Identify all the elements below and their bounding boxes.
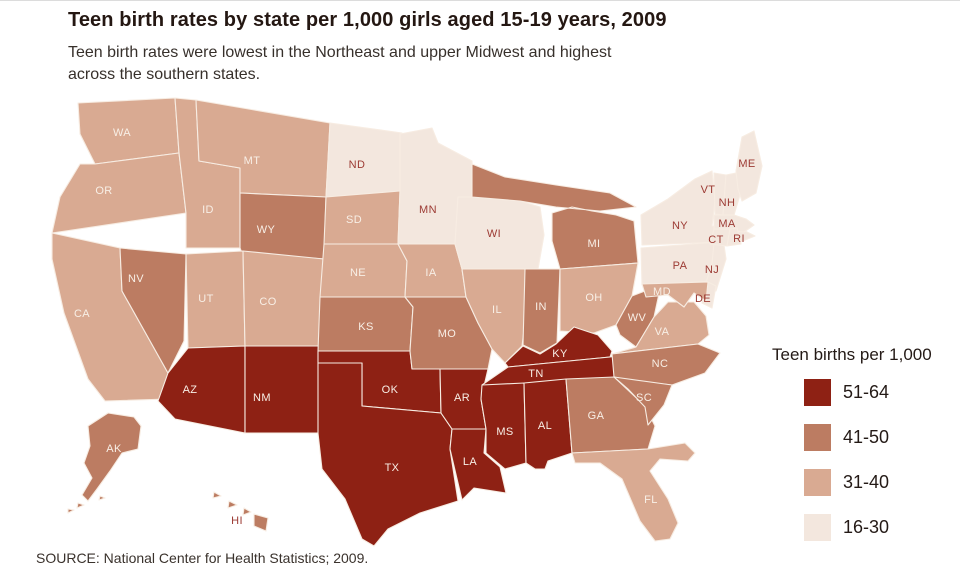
legend-swatch-31-40 bbox=[804, 469, 831, 496]
state-label-KS: KS bbox=[358, 321, 373, 333]
state-label-NV: NV bbox=[128, 273, 144, 285]
state-HI bbox=[212, 491, 269, 532]
state-label-MN: MN bbox=[419, 204, 437, 216]
state-TX bbox=[317, 362, 459, 547]
state-MD bbox=[641, 281, 709, 308]
state-UT bbox=[185, 250, 246, 349]
state-ME bbox=[735, 130, 763, 202]
legend-swatch-16-30 bbox=[804, 514, 831, 541]
state-NV bbox=[119, 247, 187, 374]
state-IN bbox=[522, 268, 561, 354]
state-label-WI: WI bbox=[487, 228, 501, 240]
state-label-AK: AK bbox=[106, 443, 122, 455]
state-label-MA: MA bbox=[718, 218, 736, 230]
header: Teen birth rates by state per 1,000 girl… bbox=[68, 9, 788, 85]
legend-swatch-51-64 bbox=[804, 379, 831, 406]
state-label-MO: MO bbox=[438, 328, 457, 340]
state-OR bbox=[51, 152, 187, 234]
state-label-NE: NE bbox=[350, 267, 366, 279]
state-label-AR: AR bbox=[454, 392, 470, 404]
state-label-ID: ID bbox=[202, 204, 214, 216]
legend-label-51-64: 51-64 bbox=[843, 382, 890, 402]
state-label-SD: SD bbox=[346, 214, 362, 226]
state-label-MI: MI bbox=[587, 238, 600, 250]
state-label-AZ: AZ bbox=[183, 384, 198, 396]
state-label-NM: NM bbox=[253, 392, 271, 404]
state-LA bbox=[449, 428, 507, 501]
chart-subtitle: Teen birth rates were lowest in the Nort… bbox=[68, 44, 612, 83]
state-label-UT: UT bbox=[198, 293, 213, 305]
state-label-VT: VT bbox=[701, 184, 716, 196]
state-label-NY: NY bbox=[672, 220, 688, 232]
state-label-MS: MS bbox=[496, 426, 513, 438]
state-label-OK: OK bbox=[382, 384, 399, 396]
state-WY bbox=[239, 192, 327, 260]
state-label-CA: CA bbox=[74, 308, 90, 320]
state-label-RI: RI bbox=[733, 233, 745, 245]
state-label-IL: IL bbox=[492, 304, 502, 316]
state-WV bbox=[615, 288, 661, 348]
state-VA bbox=[611, 301, 710, 355]
source-note: SOURCE: National Center for Health Stati… bbox=[36, 550, 369, 566]
state-label-WY: WY bbox=[257, 224, 276, 236]
state-label-SC: SC bbox=[636, 392, 652, 404]
state-label-OH: OH bbox=[585, 292, 602, 304]
state-label-VA: VA bbox=[655, 326, 670, 338]
legend-title: Teen births per 1,000 bbox=[772, 345, 932, 364]
legend-item-41-50: 41-50 bbox=[804, 424, 957, 451]
legend-label-31-40: 31-40 bbox=[843, 472, 890, 492]
state-RI bbox=[726, 227, 742, 247]
state-NM bbox=[244, 345, 323, 434]
state-label-PA: PA bbox=[673, 260, 688, 272]
chart-title: Teen birth rates by state per 1,000 girl… bbox=[68, 9, 667, 31]
state-label-TN: TN bbox=[528, 368, 543, 380]
state-label-IA: IA bbox=[425, 267, 436, 279]
state-label-WV: WV bbox=[628, 312, 647, 324]
state-label-GA: GA bbox=[588, 410, 605, 422]
state-label-LA: LA bbox=[463, 456, 478, 468]
state-label-NH: NH bbox=[719, 197, 736, 209]
legend: Teen births per 1,000 51-64 41-50 31-40 … bbox=[772, 345, 957, 559]
state-label-NC: NC bbox=[652, 358, 669, 370]
state-label-TX: TX bbox=[385, 462, 400, 474]
state-SC bbox=[613, 376, 673, 426]
state-label-AL: AL bbox=[538, 420, 552, 432]
state-CO bbox=[242, 250, 325, 347]
state-label-HI: HI bbox=[231, 515, 243, 527]
state-label-CT: CT bbox=[708, 234, 723, 246]
state-label-FL: FL bbox=[644, 494, 658, 506]
state-NH bbox=[722, 172, 741, 216]
legend-item-16-30: 16-30 bbox=[804, 514, 957, 541]
state-label-ND: ND bbox=[349, 159, 366, 171]
state-MI bbox=[471, 163, 639, 270]
legend-label-16-30: 16-30 bbox=[843, 517, 890, 537]
state-FL bbox=[571, 442, 696, 542]
state-label-ME: ME bbox=[738, 158, 755, 170]
legend-label-41-50: 41-50 bbox=[843, 427, 890, 447]
state-label-DE: DE bbox=[695, 293, 711, 305]
state-label-IN: IN bbox=[535, 301, 547, 313]
state-label-NJ: NJ bbox=[705, 264, 719, 276]
state-label-WA: WA bbox=[113, 127, 131, 139]
legend-swatch-41-50 bbox=[804, 424, 831, 451]
state-AK bbox=[67, 412, 142, 514]
state-label-KY: KY bbox=[552, 348, 568, 360]
legend-item-51-64: 51-64 bbox=[804, 379, 957, 406]
state-label-MT: MT bbox=[244, 155, 261, 167]
state-label-OR: OR bbox=[95, 185, 112, 197]
state-label-MD: MD bbox=[653, 286, 671, 298]
state-label-CO: CO bbox=[259, 296, 276, 308]
legend-item-31-40: 31-40 bbox=[804, 469, 957, 496]
